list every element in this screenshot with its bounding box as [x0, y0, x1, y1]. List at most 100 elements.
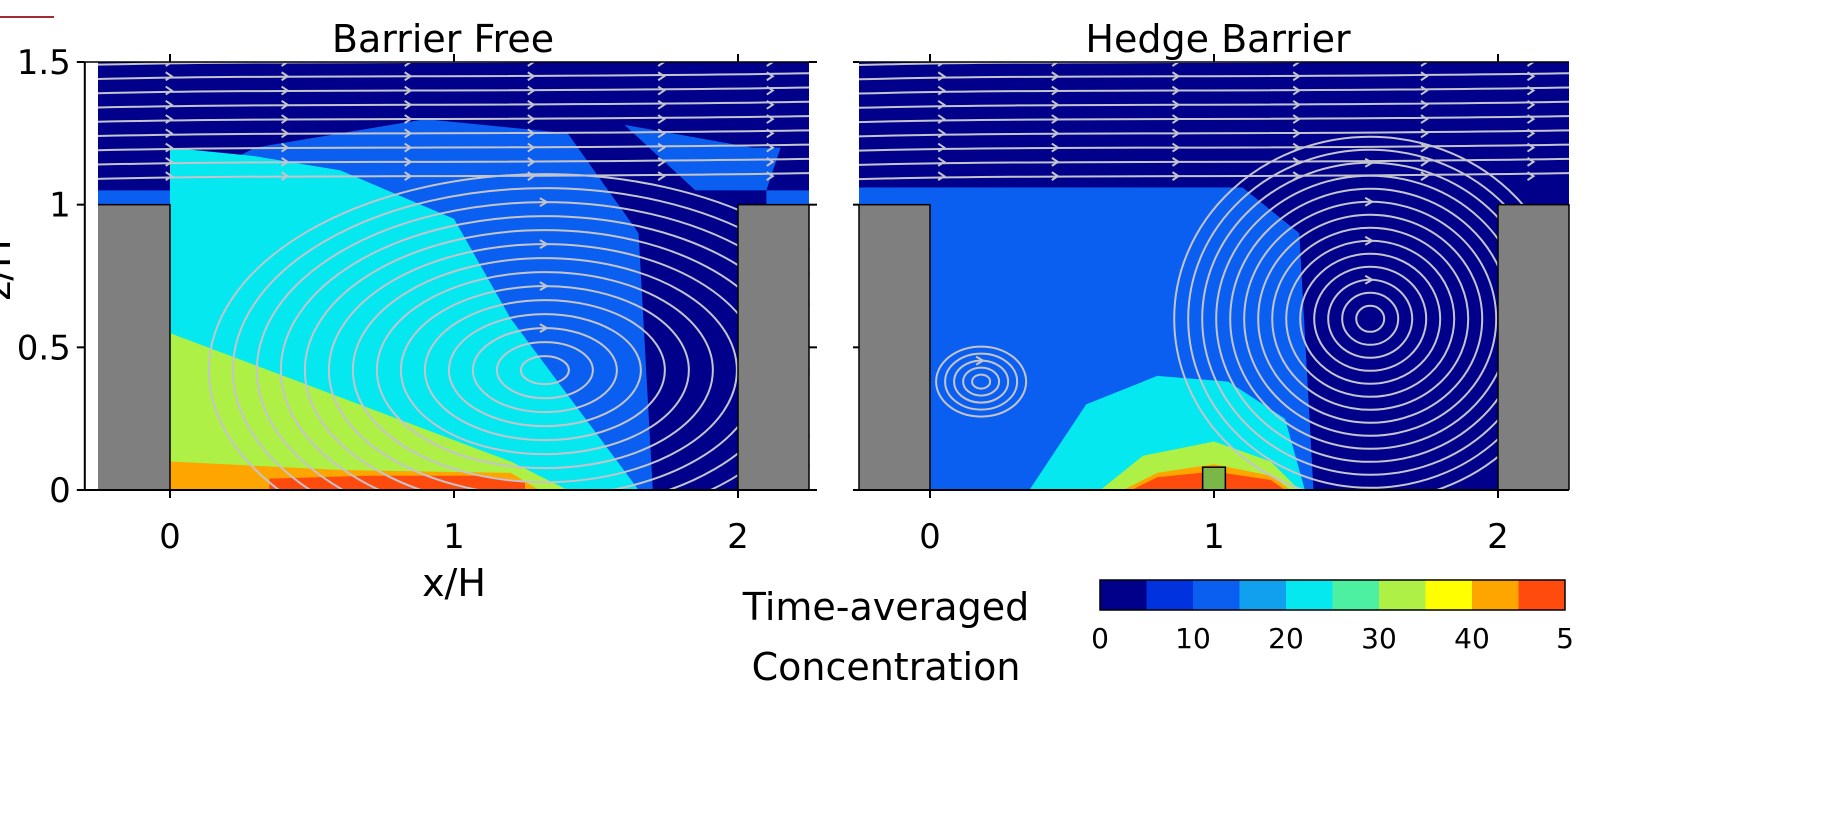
- streamline-arrow-5-1: [1051, 99, 1060, 110]
- streamline-arrow-0-5: [766, 171, 775, 181]
- streamline-free-stream-4: [858, 115, 1570, 124]
- streamline-arrow-8-0: [937, 62, 947, 67]
- streamline-arrow-4-2: [1171, 114, 1181, 124]
- streamline-arrow-2-4: [657, 142, 666, 153]
- streamline-arrow-6-2: [404, 85, 413, 96]
- streamline-arrow-1-0: [937, 157, 947, 167]
- streamline-arrow-6-1: [281, 85, 290, 96]
- streamline-arrow-8-2: [1171, 62, 1181, 67]
- streamline-arrow-2-1: [1051, 142, 1060, 153]
- streamline-arrow-2-2: [404, 142, 413, 153]
- panel-hedge-barrier: 0 1 2 Hedge Barrier: [853, 17, 1570, 557]
- colorbar-tick-label-4: 40: [1454, 622, 1490, 655]
- streamline-loop-0-7: [1271, 226, 1470, 411]
- streamline-arrow-1-2: [404, 157, 413, 167]
- building-0: [98, 203, 171, 490]
- streamline-arrow-4-5: [1526, 114, 1536, 124]
- x-tick-label-2: 2: [1487, 517, 1509, 557]
- streamline-arrow-7-5: [766, 71, 775, 82]
- colorbar-swatch-3: [1239, 580, 1287, 610]
- streamline-arrow-4-0: [165, 114, 174, 124]
- streamline-arrow-6-0: [937, 85, 947, 96]
- x-tick-label-1: 1: [443, 517, 465, 557]
- streamline-loop-1-1: [971, 373, 992, 390]
- streamline-loop-arrow-0-3: [1364, 274, 1375, 285]
- x-tick-label-0: 0: [159, 517, 181, 557]
- streamlines: [858, 62, 1570, 490]
- streamline-arrow-2-0: [165, 142, 174, 153]
- colorbar-tick-label-0: 0: [1091, 622, 1109, 655]
- streamline-loop-arrow-0-6: [539, 281, 549, 292]
- streamline-loop-0-1: [519, 355, 570, 386]
- streamline-arrow-0-2: [1171, 171, 1181, 181]
- streamline-arrow-7-0: [937, 71, 947, 82]
- streamline-arrow-7-1: [1051, 71, 1060, 82]
- streamline-loop-1-4: [944, 352, 1019, 411]
- streamline-arrow-4-4: [1420, 114, 1429, 124]
- streamline-arrow-2-2: [1171, 142, 1181, 153]
- colorbar-tick-label-1: 10: [1175, 622, 1211, 655]
- concentration-region-4: [170, 333, 568, 490]
- streamline-arrow-2-4: [1420, 142, 1429, 153]
- streamline-arrow-0-2: [404, 171, 413, 181]
- streamline-arrow-5-3: [527, 99, 536, 110]
- concentration-region-1: [98, 62, 809, 490]
- streamline-arrow-7-3: [527, 71, 536, 82]
- streamline-arrow-5-2: [404, 99, 413, 110]
- streamline-arrow-6-0: [165, 85, 174, 96]
- x-tick-label-1: 1: [1203, 517, 1225, 557]
- streamline-loop-1-2: [962, 366, 1001, 397]
- colorbar-swatch-9: [1518, 580, 1566, 610]
- streamline-arrow-5-5: [1526, 99, 1536, 110]
- streamline-arrow-5-0: [165, 99, 174, 110]
- streamline-arrow-2-0: [937, 142, 947, 153]
- y-tick-label-1: 0.5: [17, 328, 71, 368]
- colorbar-swatch-8: [1472, 580, 1519, 610]
- streamline-arrow-1-4: [1420, 157, 1429, 167]
- y-axis-label: z/H: [0, 239, 19, 300]
- streamline-arrow-0-0: [165, 171, 174, 181]
- streamline-loop-0-13: [231, 187, 810, 490]
- streamline-arrow-3-5: [1526, 128, 1536, 139]
- streamline-arrow-7-5: [1526, 71, 1536, 82]
- y-tick-label-3: 1.5: [17, 43, 71, 83]
- streamline-arrow-8-3: [527, 62, 536, 67]
- streamline-loop-0-5: [423, 299, 666, 442]
- streamline-arrow-7-0: [165, 71, 174, 82]
- panel-title: Barrier Free: [332, 17, 554, 61]
- streamline-free-stream-1: [858, 157, 1570, 166]
- streamline-loop-arrow-0-9: [539, 239, 549, 250]
- streamline-arrow-0-1: [281, 171, 290, 181]
- colorbar-swatch-5: [1332, 580, 1380, 610]
- streamline-arrow-2-5: [1526, 142, 1536, 153]
- streamline-arrow-8-3: [1292, 62, 1302, 67]
- streamline-arrow-6-2: [1171, 85, 1181, 96]
- streamline-loop-arrow-0-9: [1364, 196, 1375, 207]
- streamline-loop-0-4: [1313, 265, 1428, 372]
- streamline-arrow-6-3: [527, 85, 536, 96]
- streamline-arrow-1-4: [657, 157, 666, 167]
- streamline-arrow-5-0: [937, 99, 947, 110]
- colorbar-swatch-4: [1286, 580, 1333, 610]
- plot-area: [98, 62, 810, 490]
- streamline-loop-0-5: [1299, 252, 1442, 385]
- streamline-arrow-3-0: [165, 128, 174, 139]
- streamline-loop-0-14: [207, 173, 810, 490]
- streamline-arrow-8-1: [281, 62, 290, 67]
- streamline-arrow-6-3: [1292, 85, 1302, 96]
- slide-corner-accent: [0, 16, 54, 18]
- streamline-arrow-5-2: [1171, 99, 1181, 110]
- streamline-arrow-8-1: [1051, 62, 1060, 67]
- streamline-free-stream-5: [858, 100, 1570, 109]
- streamline-arrow-6-4: [1420, 85, 1429, 96]
- streamline-loop-arrow-0-12: [1364, 157, 1375, 168]
- streamline-loop-0-4: [447, 313, 642, 428]
- streamline-arrow-8-0: [165, 62, 174, 67]
- streamline-arrow-1-0: [165, 157, 174, 167]
- streamline-loop-1-5: [935, 345, 1028, 418]
- streamline-loop-0-8: [1257, 213, 1484, 424]
- streamline-arrow-4-0: [937, 114, 947, 124]
- plot-area: [858, 62, 1570, 490]
- streamline-arrow-1-2: [1171, 157, 1181, 167]
